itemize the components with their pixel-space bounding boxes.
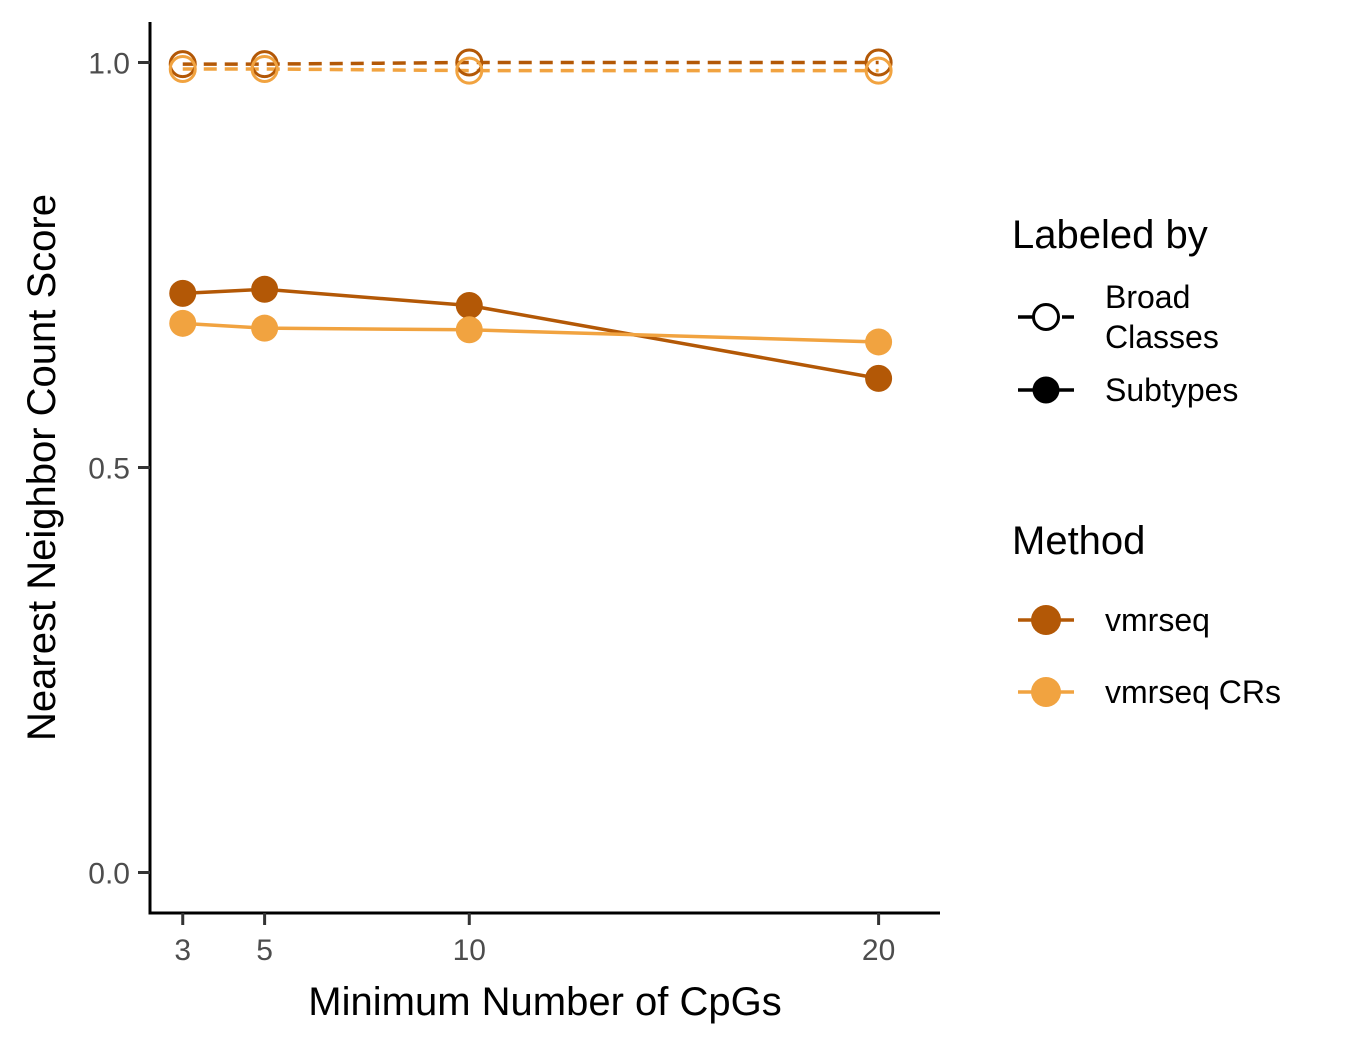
x-tick-label: 20 [862, 934, 895, 967]
y-axis-title: Nearest Neighbor Count Score [20, 194, 64, 741]
data-point [168, 54, 197, 83]
series-line [182, 60, 879, 66]
x-tick-label: 5 [256, 934, 273, 967]
legend-label: vmrseq CRs [1105, 674, 1281, 710]
y-tick-label: 1.0 [88, 48, 130, 81]
data-point [169, 309, 197, 337]
legend-key-circle [1031, 605, 1061, 635]
legend-key-circle [1031, 677, 1061, 707]
series-line [182, 67, 879, 73]
data-point [864, 48, 893, 77]
legend-label: Subtypes [1105, 372, 1238, 408]
data-point [455, 48, 484, 77]
x-axis-title: Minimum Number of CpGs [308, 980, 781, 1024]
data-point [455, 292, 483, 319]
legend-label: Broad [1105, 279, 1190, 315]
data-point [251, 314, 279, 342]
series-line [182, 287, 879, 381]
legend-title-labeled-by: Labeled by [1012, 213, 1208, 257]
data-point [169, 279, 197, 307]
legend-key-filled-circle [1032, 376, 1060, 404]
data-point [455, 56, 484, 85]
x-tick-label: 3 [174, 934, 191, 967]
data-point [864, 56, 893, 85]
data-point [251, 275, 279, 303]
data-point [250, 54, 279, 83]
legend-key-open-circle [1032, 303, 1060, 331]
y-tick-label: 0.5 [88, 453, 130, 486]
data-point [455, 316, 483, 344]
x-tick-label: 10 [453, 934, 486, 967]
data-point [865, 364, 893, 392]
legend-label: Classes [1105, 319, 1219, 355]
data-point [865, 328, 893, 356]
legend-title-method: Method [1012, 519, 1145, 563]
legend-label: vmrseq [1105, 602, 1210, 638]
series-line [182, 321, 879, 344]
y-tick-label: 0.0 [88, 858, 130, 891]
